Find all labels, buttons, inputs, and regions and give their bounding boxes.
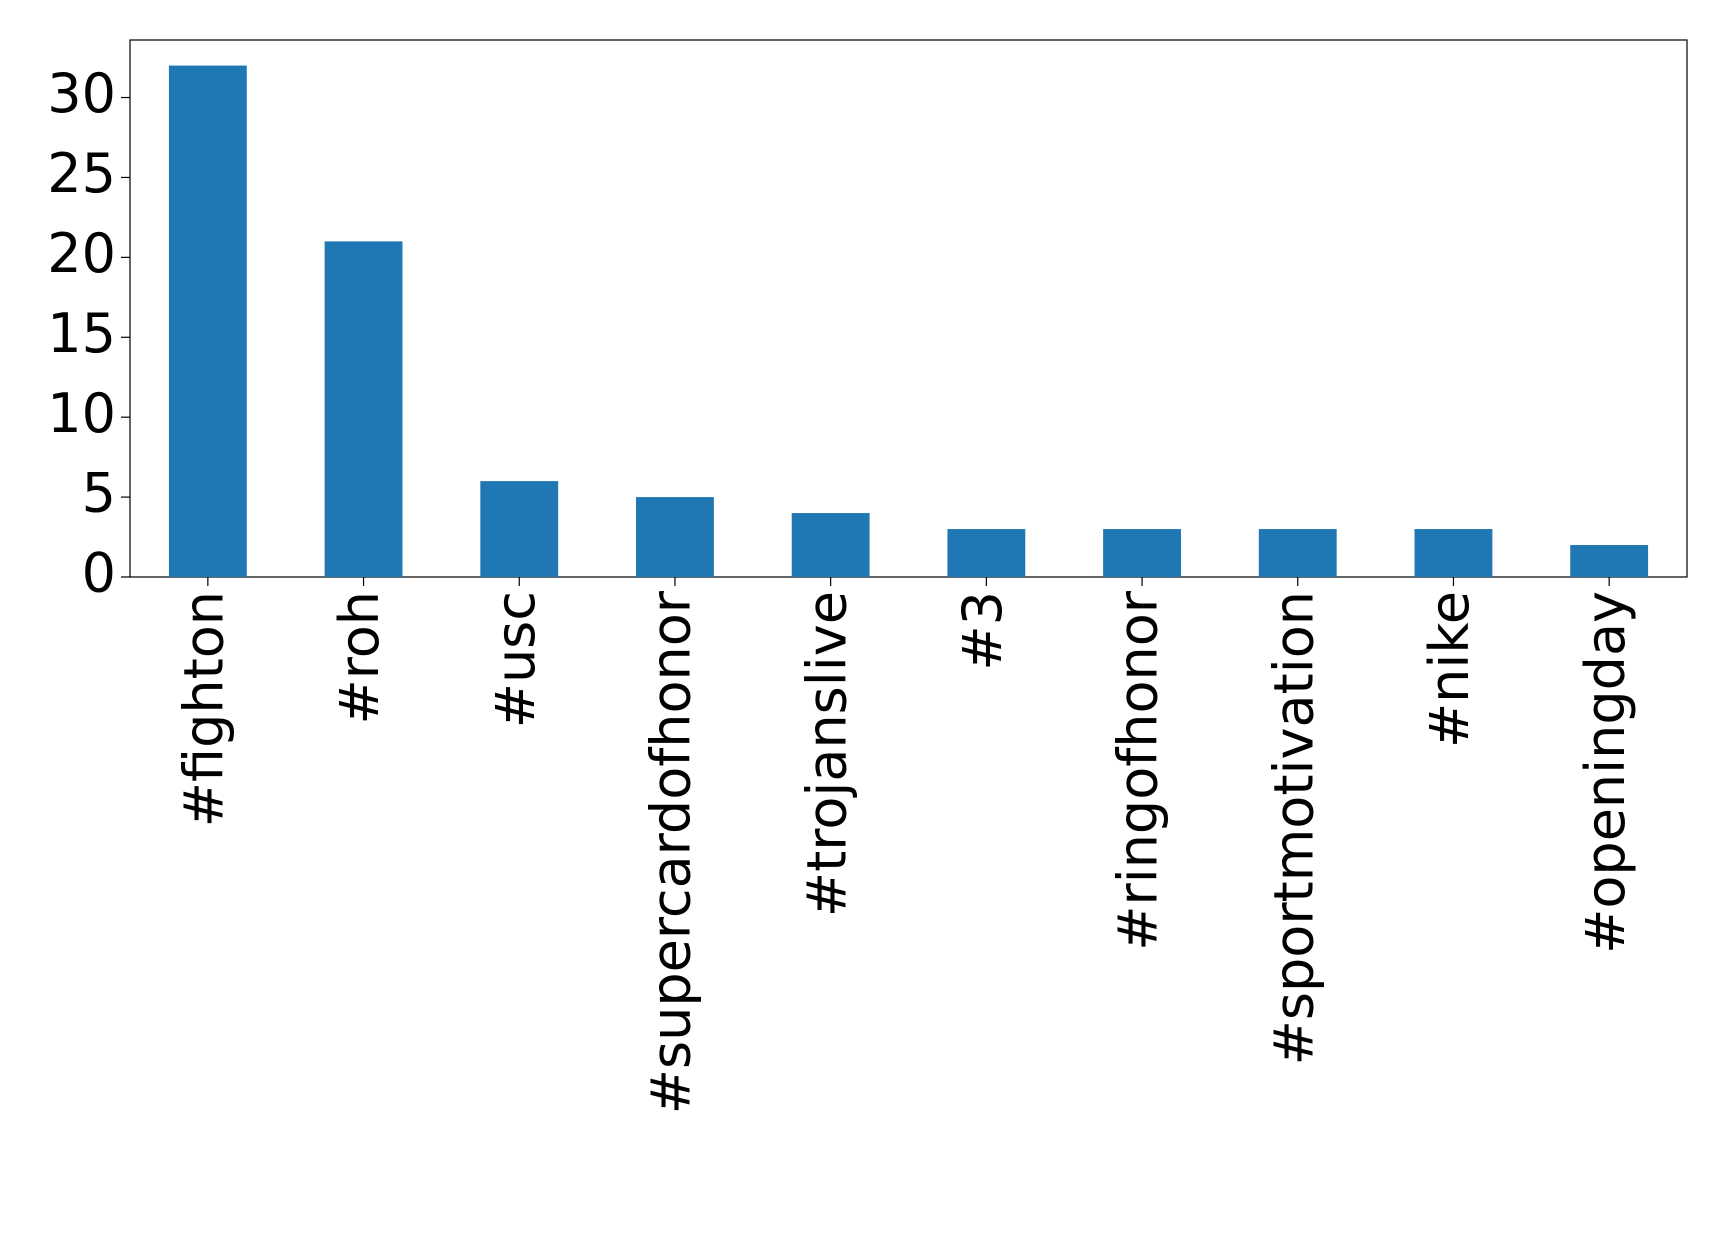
- x-tick-label: #trojanslive: [795, 591, 858, 917]
- x-tick-label: #roh: [328, 591, 391, 725]
- y-tick-label: 20: [47, 222, 116, 285]
- bar: [1570, 545, 1649, 577]
- y-tick-label: 5: [82, 462, 116, 525]
- bar: [636, 497, 714, 577]
- bar: [1414, 529, 1493, 577]
- x-tick-label: #sportmotivation: [1262, 591, 1325, 1065]
- y-tick-label: 0: [82, 542, 116, 605]
- x-tick-label: #ringofhonor: [1107, 590, 1170, 951]
- y-tick-label: 25: [47, 142, 116, 205]
- bar: [1258, 529, 1337, 577]
- y-tick-label: 10: [47, 382, 116, 445]
- bar: [168, 65, 247, 578]
- x-tick-label: #usc: [484, 591, 547, 728]
- bar: [480, 481, 559, 577]
- x-tick-label: #nike: [1418, 591, 1481, 748]
- bar: [947, 529, 1026, 577]
- bar: [324, 241, 403, 577]
- x-tick-label: #fighton: [172, 591, 235, 827]
- y-tick-label: 30: [47, 62, 116, 125]
- x-tick-label: #openingday: [1574, 591, 1637, 954]
- x-tick-label: #supercardofhonor: [640, 590, 703, 1114]
- plot-frame: [129, 39, 1688, 578]
- x-tick-label: #3: [951, 591, 1014, 671]
- y-tick-label: 15: [47, 302, 116, 365]
- bar: [1103, 529, 1181, 577]
- bar: [791, 513, 870, 577]
